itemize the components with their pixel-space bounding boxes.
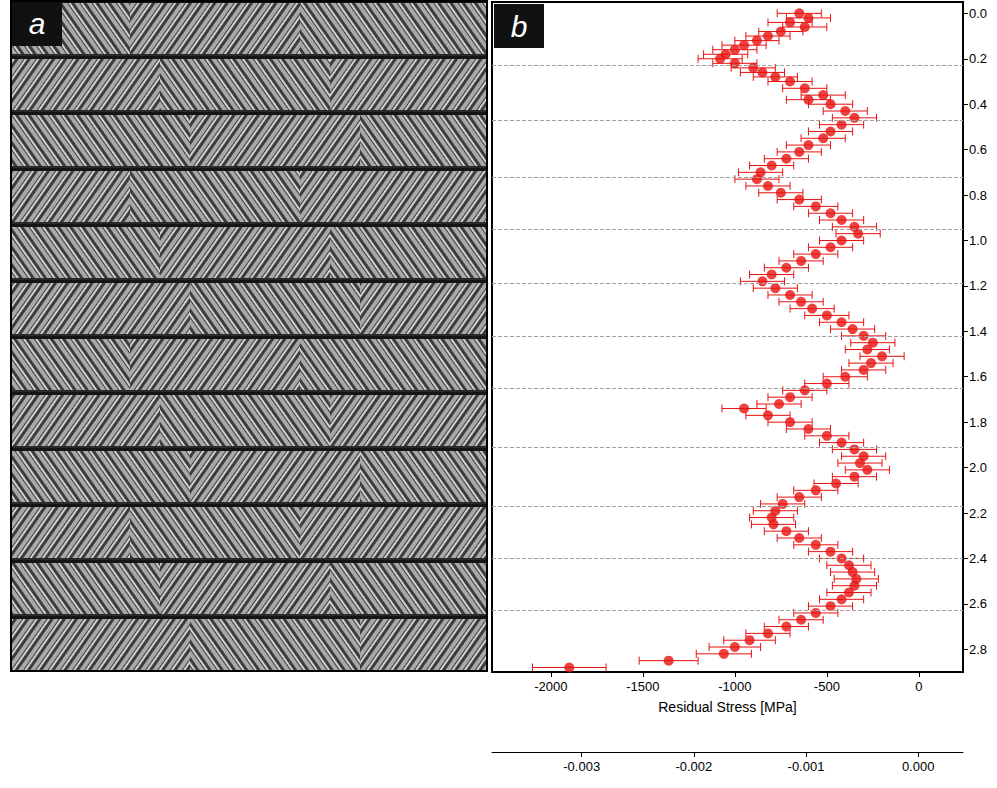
svg-text:-2000: -2000	[534, 679, 567, 694]
svg-text:1.6: 1.6	[969, 369, 987, 384]
svg-text:-1000: -1000	[718, 679, 751, 694]
svg-text:2.8: 2.8	[969, 642, 987, 657]
svg-text:b: b	[511, 10, 528, 43]
svg-text:-500: -500	[814, 679, 840, 694]
svg-text:0.2: 0.2	[969, 51, 987, 66]
svg-text:2.6: 2.6	[969, 596, 987, 611]
svg-text:a: a	[29, 7, 46, 40]
svg-text:1.4: 1.4	[969, 324, 987, 339]
svg-text:1.0: 1.0	[969, 233, 987, 248]
svg-text:1.2: 1.2	[969, 278, 987, 293]
svg-text:-0.003: -0.003	[563, 759, 600, 774]
svg-text:-0.002: -0.002	[675, 759, 712, 774]
svg-text:2.0: 2.0	[969, 460, 987, 475]
svg-text:Residual Stress [MPa]: Residual Stress [MPa]	[658, 699, 797, 715]
svg-text:2.2: 2.2	[969, 506, 987, 521]
svg-text:-0.001: -0.001	[788, 759, 825, 774]
svg-text:-1500: -1500	[626, 679, 659, 694]
svg-text:0: 0	[915, 679, 922, 694]
svg-text:0.4: 0.4	[969, 97, 987, 112]
svg-text:0.8: 0.8	[969, 188, 987, 203]
svg-text:0.0: 0.0	[969, 6, 987, 21]
svg-text:0.000: 0.000	[902, 759, 935, 774]
svg-text:1.8: 1.8	[969, 415, 987, 430]
svg-text:0.6: 0.6	[969, 142, 987, 157]
svg-text:2.4: 2.4	[969, 551, 987, 566]
